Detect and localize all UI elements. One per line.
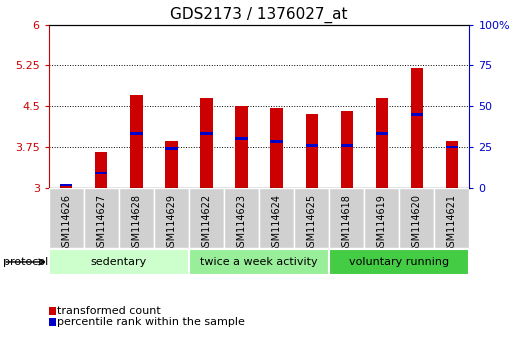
Bar	[60, 184, 72, 186]
Bar	[270, 108, 283, 188]
Bar	[95, 152, 107, 188]
Bar	[411, 68, 423, 188]
FancyBboxPatch shape	[49, 188, 84, 248]
Bar	[235, 137, 248, 140]
Text: twice a week activity: twice a week activity	[200, 257, 318, 267]
Bar	[446, 145, 458, 148]
FancyBboxPatch shape	[49, 249, 189, 275]
Bar	[201, 132, 212, 135]
FancyBboxPatch shape	[259, 188, 294, 248]
FancyBboxPatch shape	[329, 188, 364, 248]
Text: GSM114626: GSM114626	[61, 194, 71, 253]
Text: GSM114629: GSM114629	[166, 194, 176, 253]
Bar	[130, 95, 143, 188]
Title: GDS2173 / 1376027_at: GDS2173 / 1376027_at	[170, 7, 348, 23]
Bar	[201, 98, 212, 188]
FancyBboxPatch shape	[119, 188, 154, 248]
FancyBboxPatch shape	[189, 188, 224, 248]
Bar	[341, 144, 353, 147]
FancyBboxPatch shape	[294, 188, 329, 248]
Text: GSM114625: GSM114625	[307, 194, 317, 253]
Bar	[270, 140, 283, 143]
Text: percentile rank within the sample: percentile rank within the sample	[56, 317, 245, 327]
Text: GSM114619: GSM114619	[377, 194, 387, 252]
Text: sedentary: sedentary	[91, 257, 147, 267]
FancyBboxPatch shape	[329, 249, 469, 275]
Text: GSM114621: GSM114621	[447, 194, 457, 253]
Text: GSM114620: GSM114620	[412, 194, 422, 253]
Text: GSM114622: GSM114622	[202, 194, 211, 253]
Bar	[376, 98, 388, 188]
Bar	[376, 132, 388, 135]
FancyBboxPatch shape	[224, 188, 259, 248]
Bar	[306, 144, 318, 147]
Bar	[60, 185, 72, 188]
FancyBboxPatch shape	[84, 188, 119, 248]
Text: protocol: protocol	[3, 257, 48, 267]
FancyBboxPatch shape	[364, 188, 399, 248]
Bar	[165, 142, 177, 188]
Text: voluntary running: voluntary running	[349, 257, 449, 267]
FancyBboxPatch shape	[435, 188, 469, 248]
Bar	[165, 147, 177, 150]
Text: GSM114623: GSM114623	[236, 194, 247, 253]
Bar	[130, 132, 143, 135]
Bar	[446, 142, 458, 188]
FancyBboxPatch shape	[399, 188, 435, 248]
Bar	[411, 113, 423, 116]
Text: GSM114624: GSM114624	[271, 194, 282, 253]
Bar	[306, 114, 318, 188]
Bar	[341, 110, 353, 188]
Text: GSM114628: GSM114628	[131, 194, 142, 253]
Bar	[95, 172, 107, 174]
Bar	[235, 106, 248, 188]
Text: GSM114618: GSM114618	[342, 194, 352, 252]
FancyBboxPatch shape	[154, 188, 189, 248]
Text: GSM114627: GSM114627	[96, 194, 106, 253]
FancyBboxPatch shape	[189, 249, 329, 275]
Text: transformed count: transformed count	[56, 306, 161, 316]
